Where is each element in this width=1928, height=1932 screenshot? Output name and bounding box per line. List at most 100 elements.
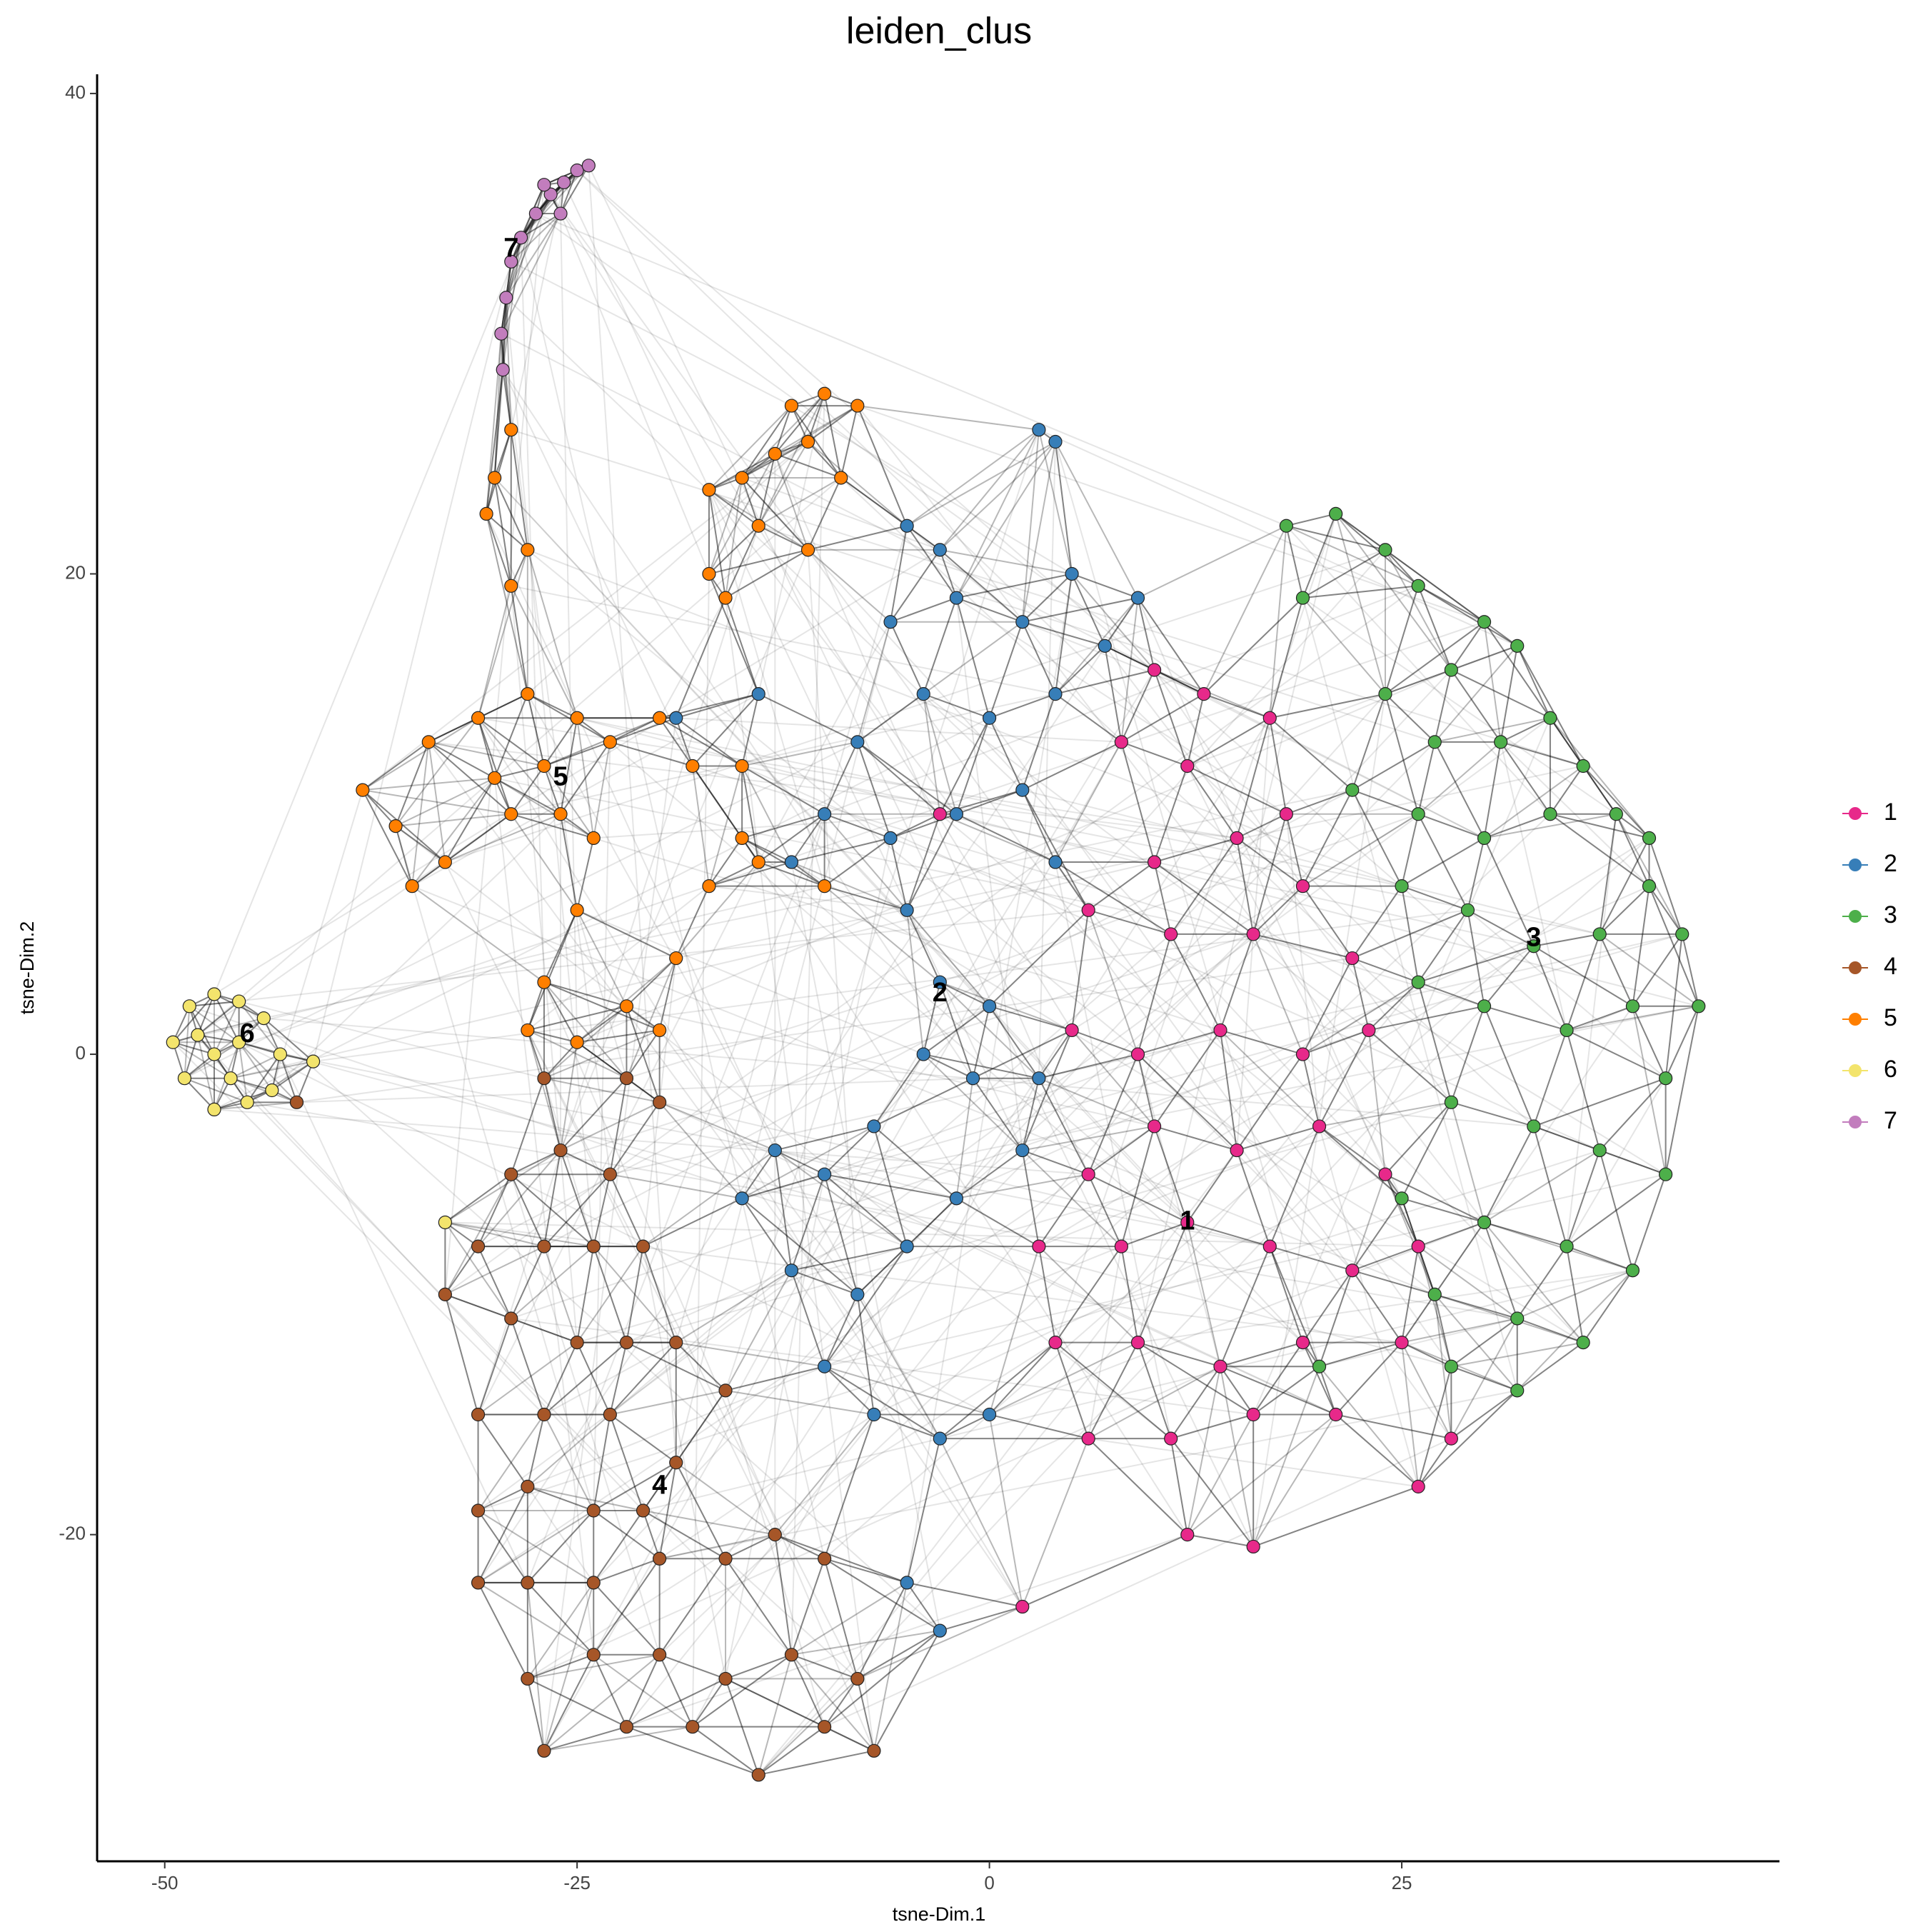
edge	[1385, 1101, 1452, 1175]
edge	[906, 574, 1073, 1583]
point	[1114, 1239, 1128, 1253]
edge	[1434, 1294, 1452, 1367]
edge	[543, 741, 611, 767]
edge	[560, 213, 710, 574]
edge	[230, 1053, 281, 1079]
point	[653, 1095, 667, 1109]
edge	[1352, 909, 1468, 959]
edge	[774, 405, 793, 454]
edge	[560, 814, 578, 911]
point	[537, 1407, 551, 1422]
edge	[807, 549, 858, 1295]
edge	[1483, 1126, 1535, 1223]
edge	[1648, 886, 1683, 935]
edge	[940, 1606, 1023, 1632]
edge	[725, 429, 1040, 1391]
point	[949, 591, 964, 605]
edge	[708, 453, 776, 574]
edge	[543, 1029, 661, 1079]
edge	[1532, 1030, 1567, 1127]
edge	[1121, 741, 1188, 767]
edge	[1302, 1029, 1370, 1056]
edge	[527, 441, 809, 695]
edge	[807, 405, 858, 443]
point	[1130, 591, 1145, 605]
edge	[708, 489, 759, 527]
edge	[955, 1078, 974, 1198]
point	[570, 903, 584, 917]
edge	[725, 1678, 825, 1728]
edge	[1220, 1029, 1320, 1127]
edge	[741, 1198, 793, 1271]
edge	[526, 694, 545, 766]
edge	[1648, 886, 1699, 1007]
edge	[692, 693, 759, 767]
edge	[1434, 669, 1452, 743]
edge	[873, 1126, 908, 1247]
edge	[527, 693, 611, 743]
edge	[428, 741, 1237, 839]
edge	[560, 1150, 595, 1247]
edge	[1566, 1173, 1667, 1247]
edge	[362, 717, 479, 791]
edge	[444, 1173, 512, 1295]
point	[818, 807, 832, 821]
edge	[1302, 1342, 1337, 1415]
edge	[428, 741, 446, 863]
point	[1015, 783, 1030, 797]
edge	[791, 1246, 908, 1271]
edge	[1285, 814, 1304, 886]
edge	[1384, 694, 1420, 815]
edge	[939, 813, 1419, 983]
edge	[758, 693, 858, 743]
edge	[1467, 910, 1485, 1006]
point	[1675, 927, 1689, 941]
edge	[939, 549, 1023, 623]
edge	[1599, 1149, 1666, 1176]
edge	[1022, 1533, 1188, 1608]
point	[1592, 1143, 1607, 1158]
edge	[856, 741, 891, 839]
edge	[411, 813, 512, 887]
edge	[526, 1678, 545, 1751]
edge	[593, 813, 957, 839]
edge	[560, 718, 578, 814]
edge	[1038, 1173, 1090, 1247]
edges	[172, 164, 1699, 1776]
edge	[1401, 1342, 1420, 1487]
edge	[1302, 549, 1386, 599]
edge	[1055, 741, 1123, 863]
edge	[1417, 814, 1469, 911]
point	[1510, 639, 1525, 653]
edge	[1451, 1101, 1535, 1127]
edge	[658, 1558, 726, 1656]
edge	[890, 526, 908, 622]
edge	[1335, 1413, 1419, 1488]
edge	[725, 1653, 792, 1680]
edge	[1417, 945, 1535, 983]
edge	[823, 741, 1435, 1367]
edge	[741, 1198, 793, 1271]
edge	[444, 1173, 512, 1223]
edge	[790, 861, 941, 1631]
legend-label: 2	[1884, 850, 1897, 877]
edge	[856, 1678, 875, 1751]
point	[586, 1239, 601, 1253]
edge	[692, 693, 759, 767]
edge	[790, 1654, 875, 1751]
edge	[1599, 814, 1617, 935]
edge	[923, 1005, 990, 1055]
edge	[1252, 1342, 1304, 1416]
edge	[189, 909, 1089, 1007]
edge	[1137, 1053, 1353, 1271]
edge	[1252, 814, 1287, 935]
edge	[939, 549, 1023, 623]
edge	[1120, 741, 1155, 863]
edge	[395, 826, 595, 1511]
edge	[1550, 717, 1584, 767]
point	[1015, 1143, 1030, 1158]
edge	[609, 1341, 677, 1416]
edge	[543, 1654, 595, 1751]
edge	[1302, 789, 1353, 887]
point	[553, 1143, 568, 1158]
